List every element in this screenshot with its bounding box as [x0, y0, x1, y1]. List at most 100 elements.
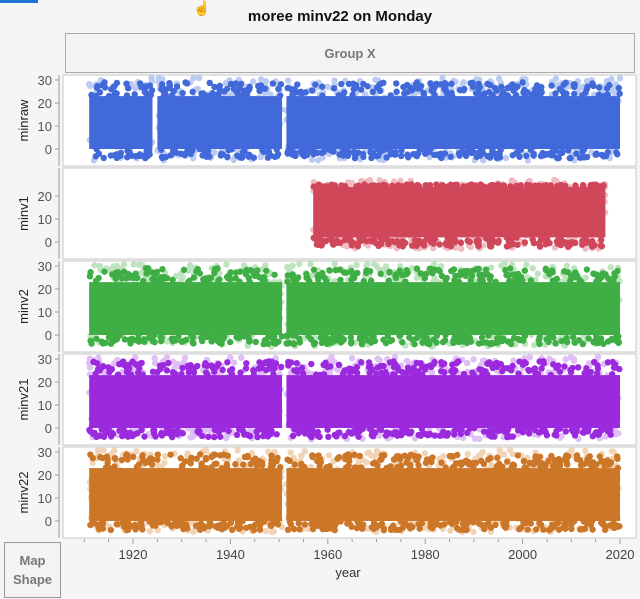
y-tick-label: 30 — [38, 259, 52, 274]
data-point — [289, 432, 297, 440]
data-point — [486, 275, 494, 283]
data-point-light — [130, 261, 138, 268]
data-point-light — [611, 90, 619, 98]
data-point — [86, 273, 94, 280]
data-point-light — [551, 176, 558, 184]
data-point — [517, 146, 525, 153]
data-point — [100, 340, 107, 347]
data-point — [382, 432, 390, 439]
data-point-light — [178, 275, 185, 283]
data-point — [338, 80, 345, 88]
data-point — [271, 153, 279, 161]
data-point-light — [430, 261, 438, 268]
data-point — [320, 371, 328, 378]
data-point — [241, 147, 248, 155]
group-x-drop-zone[interactable]: Group X — [65, 33, 635, 73]
data-point — [348, 276, 355, 283]
data-point — [264, 433, 272, 440]
data-point — [246, 336, 253, 344]
data-point — [600, 182, 607, 189]
data-point-light — [238, 354, 245, 361]
data-point — [433, 332, 441, 339]
data-point — [215, 360, 222, 368]
data-point-light — [376, 177, 383, 184]
data-point-light — [296, 260, 303, 268]
data-point — [466, 334, 474, 342]
data-point — [453, 332, 460, 340]
data-point — [460, 87, 467, 94]
data-point — [88, 340, 95, 347]
y-tick-label: 0 — [45, 328, 52, 343]
data-point — [426, 340, 433, 348]
data-point — [380, 181, 387, 188]
data-point — [97, 364, 105, 372]
data-point — [472, 89, 480, 97]
data-point-cluster — [286, 375, 620, 428]
data-point — [254, 433, 261, 441]
data-point — [502, 91, 510, 99]
data-point-light — [314, 157, 322, 164]
data-point — [497, 182, 505, 190]
data-point — [325, 433, 332, 441]
data-point-light — [163, 354, 171, 361]
data-point — [402, 278, 409, 285]
data-point-light — [534, 270, 542, 277]
data-point — [143, 83, 150, 90]
data-point — [585, 335, 592, 342]
data-point-cluster — [89, 96, 153, 149]
data-point — [430, 360, 438, 368]
data-point — [134, 430, 141, 437]
data-point-light — [471, 435, 479, 442]
data-point-light — [508, 177, 516, 184]
data-point-light — [249, 78, 257, 85]
data-point — [211, 83, 218, 91]
data-point — [101, 268, 108, 275]
data-point — [594, 370, 601, 377]
data-point — [320, 335, 328, 342]
data-point — [190, 274, 198, 281]
data-point — [157, 333, 164, 341]
data-point — [159, 362, 167, 369]
data-point — [228, 365, 236, 373]
data-point — [380, 362, 387, 370]
data-point — [348, 267, 355, 275]
data-point — [263, 366, 270, 374]
data-point-light — [458, 245, 465, 253]
y-tick-label: 20 — [38, 282, 52, 297]
data-point — [297, 88, 304, 96]
data-point — [540, 360, 547, 367]
data-point — [277, 81, 285, 88]
map-shape-drop-zone[interactable]: Map Shape — [4, 542, 61, 598]
data-point — [560, 81, 567, 88]
data-point — [180, 266, 188, 274]
data-point — [242, 365, 250, 372]
data-point — [117, 149, 125, 157]
data-point — [371, 182, 378, 189]
data-point — [186, 277, 193, 284]
data-point — [371, 429, 379, 436]
data-point — [401, 90, 408, 97]
data-point-light — [106, 266, 113, 273]
data-point — [367, 277, 375, 284]
data-point — [609, 358, 616, 366]
data-point — [590, 82, 597, 90]
data-point-light — [223, 261, 230, 268]
y-tick-label: 20 — [38, 468, 52, 483]
data-point — [143, 270, 150, 277]
data-point — [404, 364, 412, 371]
data-point — [170, 87, 178, 95]
data-point — [329, 147, 336, 155]
data-point — [272, 338, 279, 346]
data-point — [243, 360, 250, 367]
data-point-light — [222, 80, 230, 87]
data-point — [427, 80, 434, 88]
data-point — [553, 275, 561, 283]
data-point — [302, 89, 309, 96]
data-point — [521, 267, 529, 274]
data-point-light — [460, 79, 467, 86]
data-point — [386, 269, 393, 276]
data-point — [615, 339, 623, 346]
data-point — [393, 88, 400, 95]
data-point — [353, 429, 361, 437]
data-point — [535, 429, 543, 436]
